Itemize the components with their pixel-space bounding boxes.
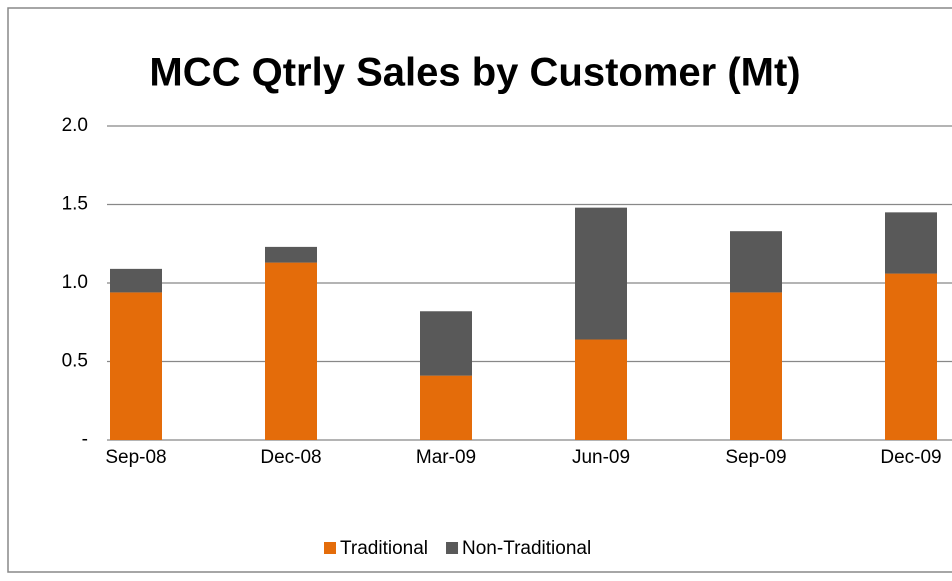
chart-frame — [7, 7, 952, 573]
y-tick-label: 2.0 — [62, 115, 88, 136]
x-tick-label: Mar-09 — [416, 447, 476, 468]
bar-segment — [885, 273, 937, 440]
y-tick-label: - — [82, 429, 88, 450]
bar-segment — [575, 339, 627, 440]
bar-segment — [265, 246, 317, 263]
legend-swatch — [446, 542, 459, 554]
legend-label: Traditional — [340, 538, 428, 559]
x-tick-label: Sep-08 — [105, 447, 166, 468]
bar-segment — [110, 292, 162, 440]
x-tick-label: Sep-09 — [725, 447, 786, 468]
x-tick-label: Dec-08 — [260, 447, 321, 468]
chart-title: MCC Qtrly Sales by Customer (Mt) — [149, 51, 800, 95]
bar-segment — [110, 268, 162, 293]
bar-segment — [265, 262, 317, 440]
bar-segment — [420, 375, 472, 440]
y-tick-label: 1.5 — [62, 194, 88, 215]
bar-segment — [885, 212, 937, 274]
bar-segment — [730, 231, 782, 293]
bar-segment — [575, 207, 627, 340]
x-tick-label: Dec-09 — [880, 447, 941, 468]
bar-segment — [730, 292, 782, 440]
bar-segment — [420, 311, 472, 376]
legend-swatch — [324, 542, 336, 554]
y-tick-label: 1.0 — [62, 272, 88, 293]
y-tick-label: 0.5 — [62, 351, 88, 372]
x-tick-label: Jun-09 — [572, 447, 630, 468]
legend-label: Non-Traditional — [462, 538, 591, 559]
